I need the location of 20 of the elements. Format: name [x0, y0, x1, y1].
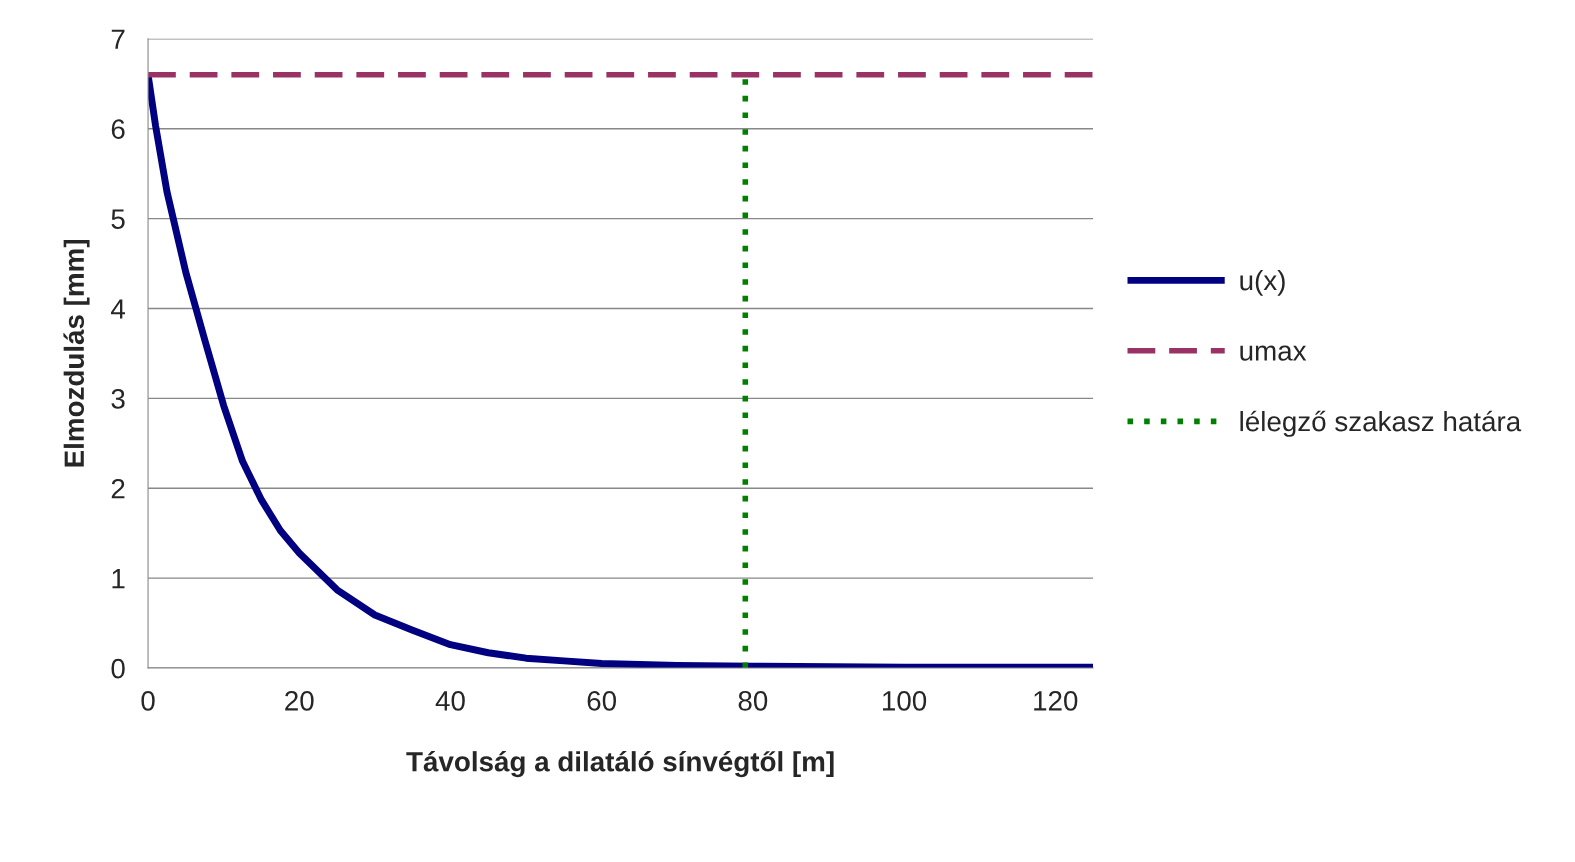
legend-label: u(x)	[1240, 269, 1285, 296]
legend-label: lélegző szakasz határa	[1240, 410, 1522, 437]
x-tick-label: 120	[1034, 691, 1078, 711]
y-tick-label: 5	[111, 209, 125, 229]
y-tick-label: 1	[112, 569, 125, 589]
x-tick-label: 80	[738, 691, 768, 711]
x-tick-label: 60	[587, 691, 617, 711]
x-axis-title: Távolság a dilatáló sínvégtől [m]	[406, 750, 834, 778]
y-tick-label: 2	[111, 478, 125, 499]
x-tick-label: 20	[285, 691, 314, 711]
y-tick-label: 6	[111, 119, 125, 140]
y-axis-title: Elmozdulás [mm]	[63, 239, 90, 467]
y-tick-label: 7	[111, 29, 125, 49]
legend-label: umax	[1240, 345, 1307, 361]
y-tick-label: 4	[111, 299, 126, 319]
x-tick-label: 40	[435, 691, 465, 711]
x-tick-label: 0	[141, 691, 155, 711]
y-tick-label: 3	[111, 389, 125, 409]
y-tick-label: 0	[111, 658, 125, 679]
x-tick-label: 100	[883, 691, 927, 711]
